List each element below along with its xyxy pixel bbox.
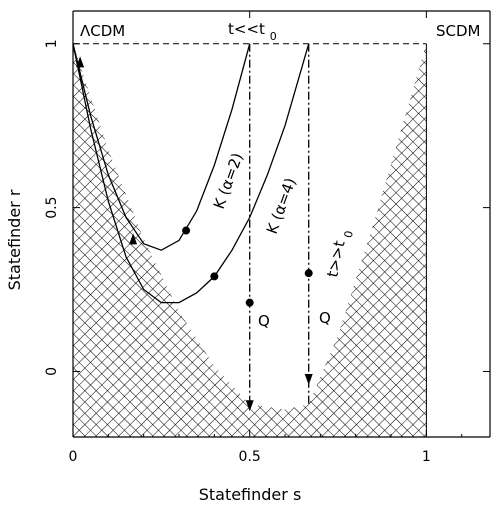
late-time-subscript: 0	[342, 230, 356, 240]
late-time-label: t>>t 0	[323, 227, 356, 279]
marker-k4-dot	[210, 272, 219, 281]
arrow-lcdm-arrow	[76, 56, 85, 68]
plot-frame	[72, 10, 491, 438]
lcdm-label: ΛCDM	[80, 22, 125, 40]
direction-arrows	[76, 56, 313, 412]
x-tick-label: 1	[422, 449, 431, 465]
series-k4	[72, 43, 310, 304]
q-left-label: Q	[258, 312, 270, 330]
y-tick-label: 0.5	[44, 196, 60, 218]
x-axis-title: Statefinder s	[199, 485, 302, 504]
marker-k2-dot	[182, 226, 191, 235]
forbidden-region	[73, 43, 427, 438]
arrow-q-left-arrow	[245, 400, 254, 412]
x-tick-label: 0.5	[239, 449, 261, 465]
y-tick-label: 0	[44, 367, 60, 376]
q-right-label: Q	[319, 309, 331, 327]
forbidden-region-fill	[73, 43, 427, 438]
data-markers	[182, 226, 313, 307]
marker-q-right-dot	[304, 269, 313, 278]
marker-q-left-dot	[245, 298, 254, 307]
arrow-k-arrow	[129, 233, 138, 245]
series-k2	[72, 43, 251, 251]
y-tick-label: 1	[44, 39, 60, 48]
early-time-main: t<<t	[228, 20, 265, 38]
early-time-label: t<<t 0	[228, 20, 277, 43]
k4-label: K (α=4)	[263, 175, 300, 236]
late-time-main: t>>t	[323, 239, 348, 279]
arrow-q-right-arrow	[304, 374, 313, 385]
x-axis-ticks: 0 0.5 1	[69, 11, 463, 465]
y-axis-ticks: 00.51	[44, 39, 490, 376]
x-tick-label: 0	[69, 449, 78, 465]
y-axis-title: Statefinder r	[5, 189, 24, 290]
series-lines	[72, 43, 310, 405]
k2-label: K (α=2)	[210, 150, 247, 211]
early-time-subscript: 0	[270, 30, 277, 43]
scdm-label: SCDM	[436, 22, 481, 40]
